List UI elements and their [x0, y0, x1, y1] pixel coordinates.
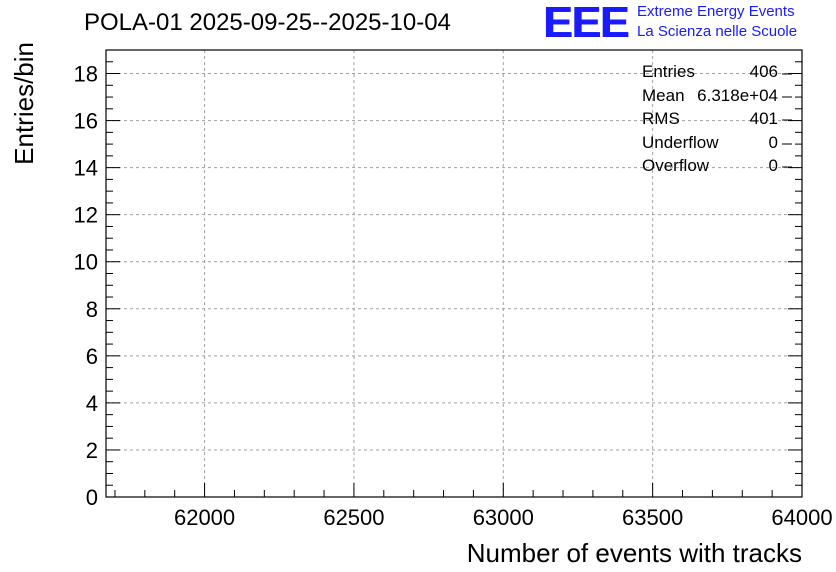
stat-row-underflow: Underflow 0 — [642, 131, 778, 155]
y-tick-label: 8 — [86, 297, 98, 322]
stat-value: 0 — [768, 132, 778, 152]
stat-label: Overflow — [642, 156, 710, 175]
y-tick-label: 0 — [86, 485, 98, 510]
x-tick-label: 64000 — [771, 505, 832, 530]
logo-line-2: La Scienza nelle Scuole — [637, 23, 798, 40]
stat-value: 401 — [749, 109, 778, 128]
stat-row-overflow: Overflow 0 — [642, 154, 778, 178]
x-tick-label: 62000 — [174, 505, 235, 530]
x-tick-label: 63000 — [473, 505, 534, 530]
eee-logo: EEE — [543, 0, 629, 47]
x-tick-label: 63500 — [622, 505, 683, 530]
y-tick-label: 18 — [74, 62, 98, 87]
y-tick-label: 14 — [74, 156, 98, 181]
chart-title: POLA-01 2025-09-25--2025-10-04 — [84, 9, 451, 36]
y-tick-label: 16 — [74, 109, 98, 134]
stat-value: 406 — [749, 62, 778, 81]
stat-row-rms: RMS 401 — [642, 107, 778, 131]
stat-label: Entries — [642, 62, 695, 81]
stat-label: RMS — [642, 109, 680, 128]
stat-row-mean: Mean 6.318e+04 — [642, 84, 778, 108]
stat-value: 0 — [768, 156, 778, 175]
x-tick-label: 62500 — [323, 505, 384, 530]
stat-value: 6.318e+04 — [697, 85, 778, 105]
stat-row-entries: Entries 406 — [642, 60, 778, 84]
y-tick-label: 2 — [86, 438, 98, 463]
y-tick-label: 10 — [74, 250, 98, 275]
y-tick-label: 12 — [74, 203, 98, 228]
y-axis-label: Entries/bin — [9, 42, 39, 165]
stat-label: Mean — [642, 85, 685, 105]
stat-label: Underflow — [642, 132, 719, 152]
stats-box: Entries 406 Mean 6.318e+04 RMS 401 Under… — [642, 60, 778, 178]
y-tick-label: 4 — [86, 391, 98, 416]
x-axis-label: Number of events with tracks — [467, 538, 802, 568]
logo-line-1: Extreme Energy Events — [637, 3, 795, 20]
y-tick-label: 6 — [86, 344, 98, 369]
